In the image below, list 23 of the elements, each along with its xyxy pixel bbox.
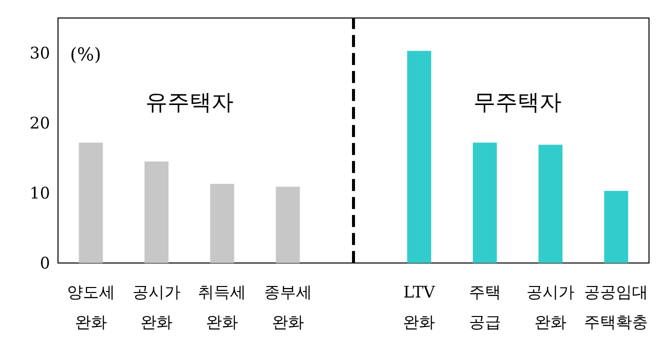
bar — [144, 162, 168, 263]
y-tick-label: 20 — [30, 114, 50, 132]
annotation: 유주택자 — [145, 90, 234, 116]
bar — [78, 142, 103, 263]
x-tick-label: 양도세 완화 — [66, 282, 115, 332]
x-tick-label: 취득세 완화 — [198, 282, 246, 332]
x-tick-label: 공시가 완화 — [132, 282, 180, 332]
x-tick-label: 종부세 완화 — [264, 282, 312, 332]
x-tick-label: 공공임대 주택확충 — [584, 282, 648, 332]
bar — [407, 50, 432, 263]
y-tick-label: 10 — [30, 184, 50, 202]
annotation: 무주택자 — [474, 90, 562, 116]
bar — [276, 186, 300, 263]
x-tick-label: 주택 공급 — [468, 282, 501, 332]
y-axis-title: (%) — [70, 44, 102, 66]
y-tick-label: 0 — [40, 254, 50, 272]
x-tick-label: LTV 완화 — [403, 282, 436, 332]
x-tick-label: 공시가 완화 — [526, 282, 574, 332]
y-tick-label: 30 — [30, 44, 50, 62]
bar — [604, 190, 628, 263]
bar — [538, 144, 562, 263]
bar — [210, 184, 234, 263]
bar — [472, 142, 497, 263]
